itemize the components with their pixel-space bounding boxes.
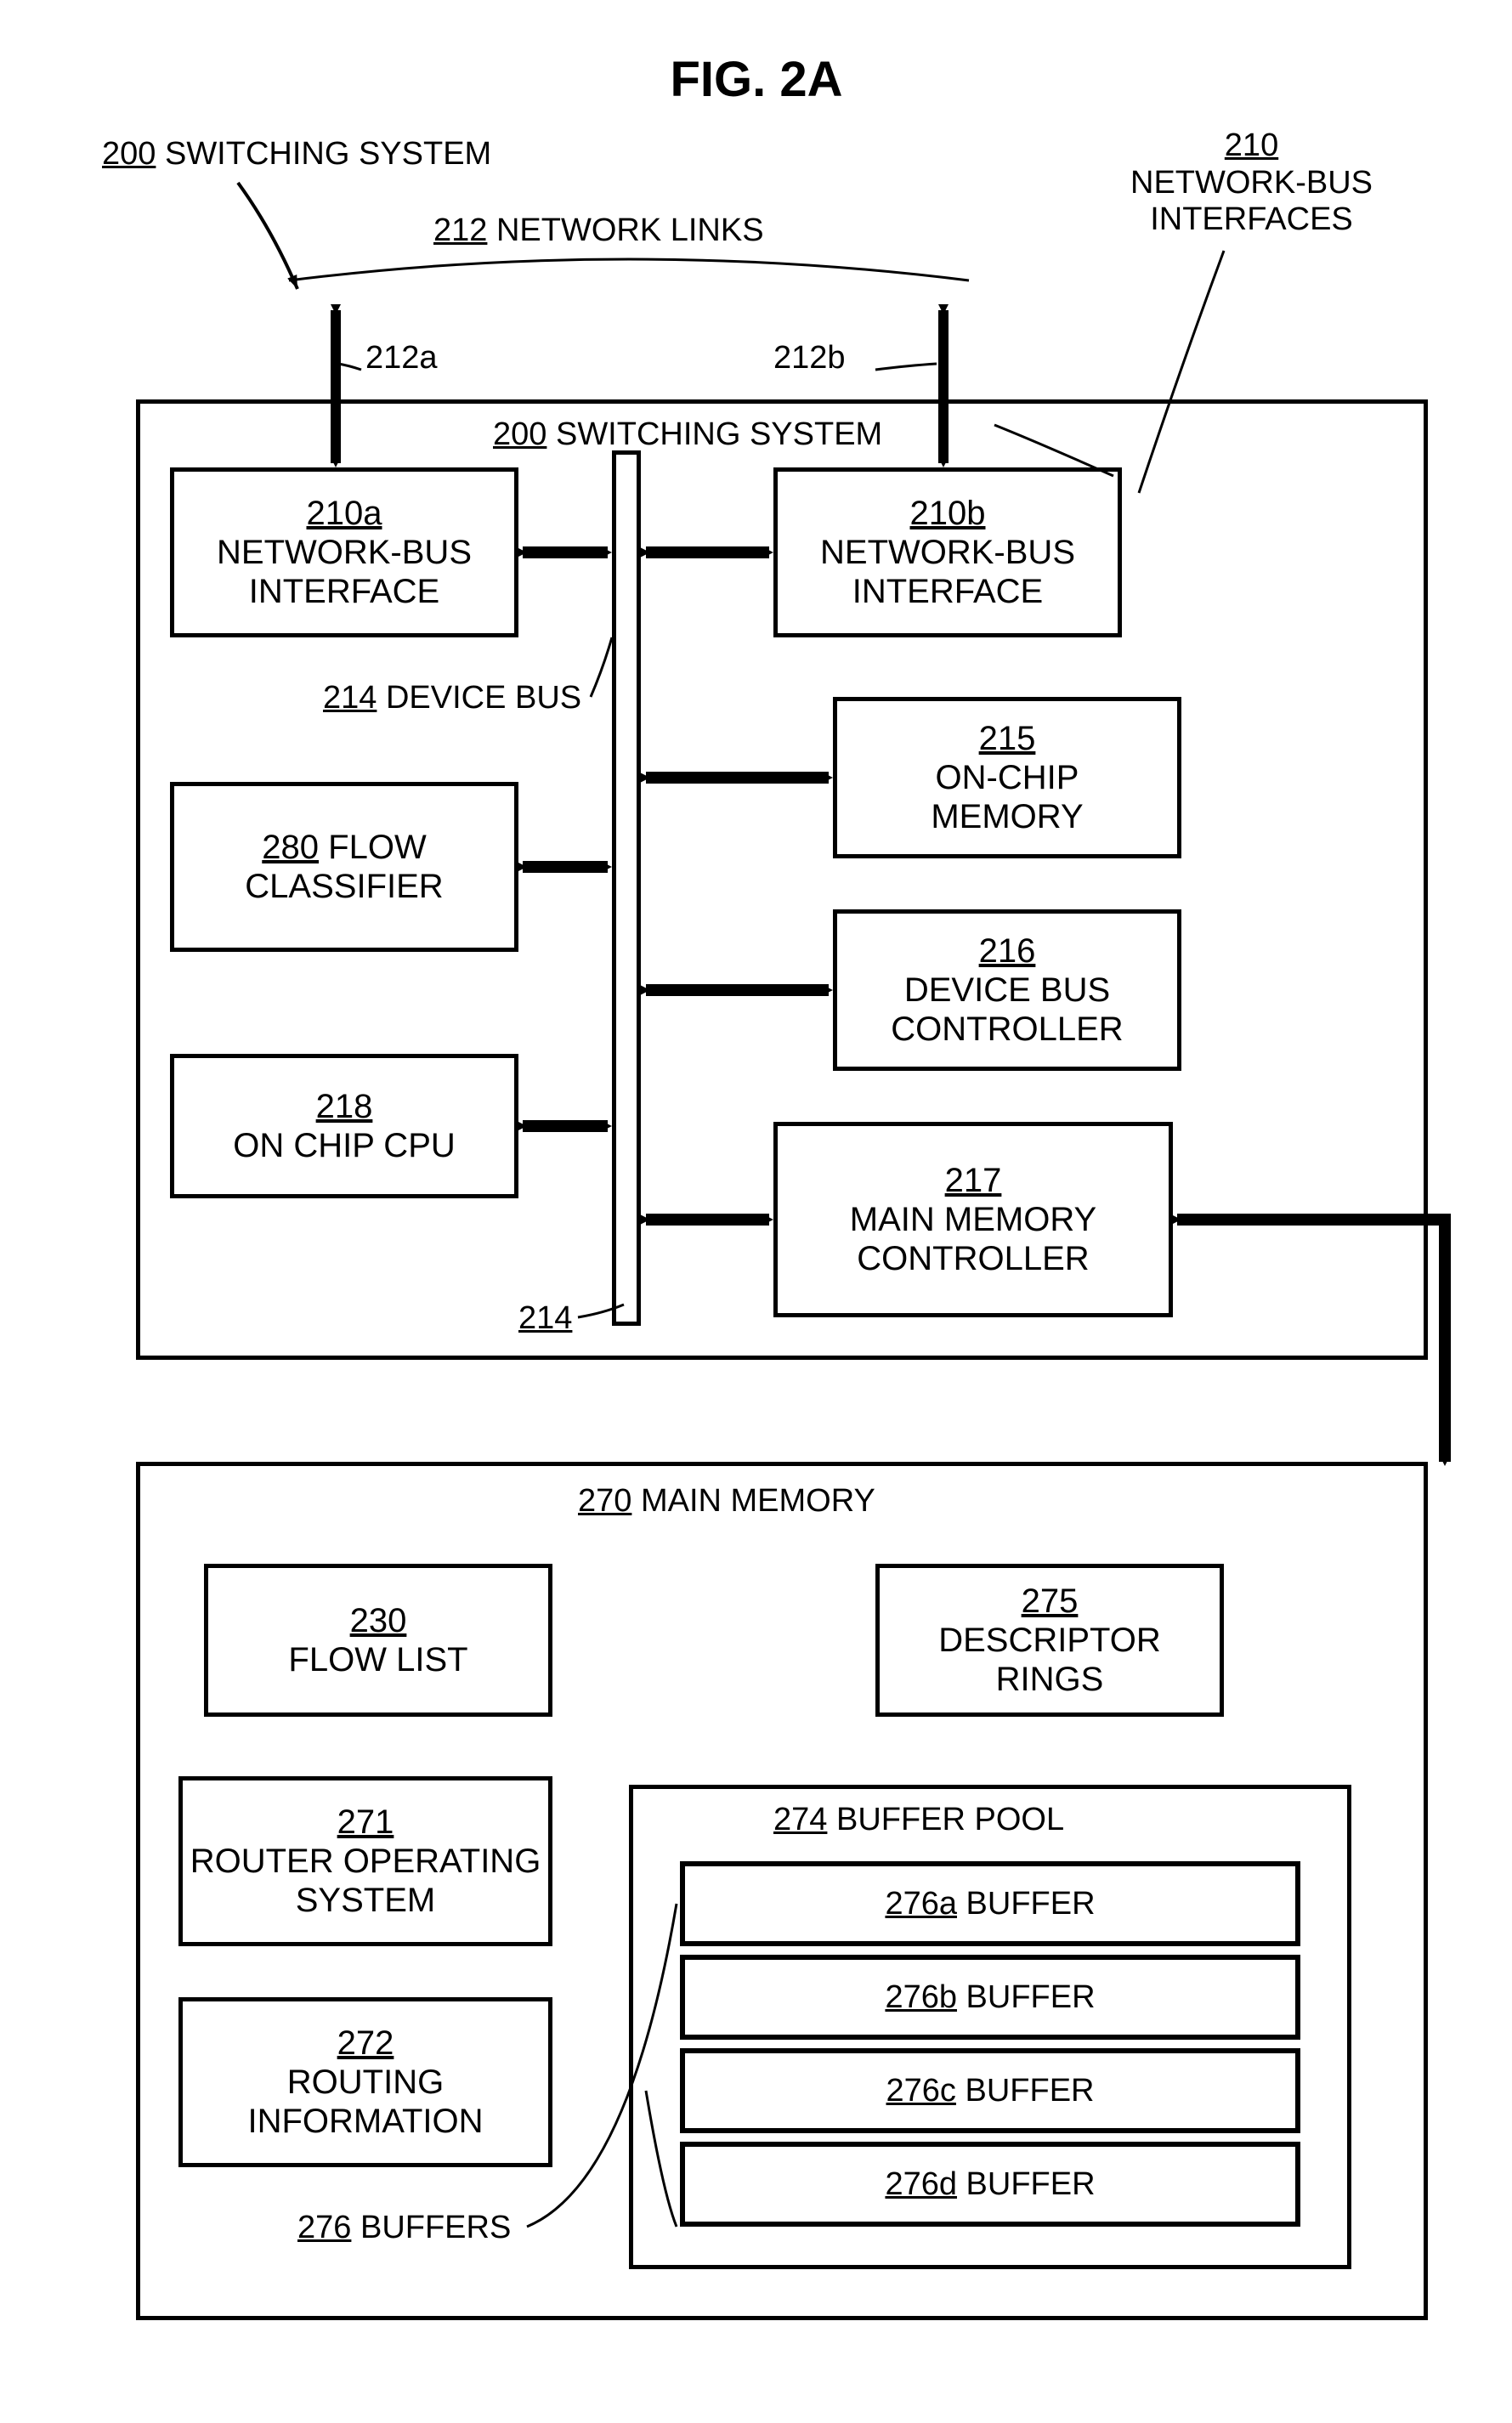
label-214-ref: 214 bbox=[518, 1300, 572, 1337]
box-line: RINGS bbox=[996, 1660, 1104, 1699]
label-212a: 212a bbox=[365, 340, 438, 376]
ref-num: 210 bbox=[1225, 127, 1278, 163]
box-line: MEMORY bbox=[931, 797, 1083, 836]
ref-num: 215 bbox=[979, 720, 1036, 757]
ref-text: BUFFER bbox=[966, 1979, 1096, 2016]
box-line: INTERFACE bbox=[249, 572, 439, 611]
ref-num: 200 bbox=[102, 136, 156, 172]
ref-num: 270 bbox=[578, 1483, 631, 1519]
ref-num: 274 bbox=[773, 1802, 827, 1837]
box-network-bus-interface-b: 210b NETWORK-BUS INTERFACE bbox=[773, 467, 1122, 637]
box-main-memory-controller: 217 MAIN MEMORY CONTROLLER bbox=[773, 1122, 1173, 1317]
ref-num: 218 bbox=[316, 1088, 373, 1125]
box-flow-classifier: 280 FLOW CLASSIFIER bbox=[170, 782, 518, 952]
box-router-os: 271 ROUTER OPERATING SYSTEM bbox=[178, 1776, 552, 1946]
label-main-memory: 270 MAIN MEMORY bbox=[578, 1483, 875, 1520]
label-network-bus-interfaces: 210 NETWORK-BUS INTERFACES bbox=[1130, 127, 1373, 239]
label-buffers: 276 BUFFERS bbox=[297, 2210, 511, 2246]
ref-num: 212 bbox=[433, 212, 487, 248]
box-line: ON CHIP CPU bbox=[233, 1126, 456, 1165]
box-device-bus-controller: 216 DEVICE BUS CONTROLLER bbox=[833, 909, 1181, 1071]
ref-num: 276d bbox=[885, 2166, 957, 2203]
diagram-canvas: FIG. 2A 200 SWITCHING SYSTEM 212 NETWORK… bbox=[34, 34, 1479, 2380]
box-network-bus-interface-a: 210a NETWORK-BUS INTERFACE bbox=[170, 467, 518, 637]
box-line: CLASSIFIER bbox=[245, 867, 443, 906]
ref-num: 275 bbox=[1022, 1582, 1079, 1620]
box-line: CONTROLLER bbox=[891, 1010, 1123, 1049]
ref-num: 200 bbox=[493, 416, 546, 452]
box-line: NETWORK-BUS bbox=[820, 533, 1075, 572]
ref-text: BUFFER bbox=[965, 2073, 1094, 2109]
box-line: DEVICE BUS bbox=[904, 971, 1110, 1010]
ref-num: 276c bbox=[886, 2073, 956, 2109]
ref-num: 214 bbox=[518, 1300, 572, 1336]
ref-text: NETWORK LINKS bbox=[496, 212, 764, 248]
ref-text: BUFFERS bbox=[360, 2210, 511, 2245]
ref-num: 214 bbox=[323, 680, 377, 716]
box-buffer-d: 276d BUFFER bbox=[680, 2142, 1300, 2227]
ref-num: 276a bbox=[885, 1886, 957, 1922]
box-line: INFORMATION bbox=[247, 2102, 483, 2141]
device-bus-bar bbox=[612, 450, 641, 1326]
ref-num: 276 bbox=[297, 2210, 351, 2245]
ref-text: BUFFER bbox=[966, 2166, 1096, 2203]
box-line: MAIN MEMORY bbox=[850, 1200, 1096, 1239]
box-line: ROUTING bbox=[287, 2063, 444, 2102]
ref-text: MAIN MEMORY bbox=[641, 1483, 875, 1519]
ref-num: 276b bbox=[885, 1979, 957, 2016]
box-routing-info: 272 ROUTING INFORMATION bbox=[178, 1997, 552, 2167]
box-on-chip-memory: 215 ON-CHIP MEMORY bbox=[833, 697, 1181, 858]
box-line: ON-CHIP bbox=[936, 758, 1079, 797]
box-line: DESCRIPTOR bbox=[938, 1621, 1161, 1660]
box-descriptor-rings: 275 DESCRIPTOR RINGS bbox=[875, 1564, 1224, 1717]
ref-num: 280 bbox=[262, 829, 319, 866]
ref-num: 210b bbox=[910, 495, 986, 532]
box-line: SYSTEM bbox=[296, 1881, 435, 1920]
box-line: INTERFACE bbox=[852, 572, 1043, 611]
ref-num: 216 bbox=[979, 932, 1036, 970]
label-switching-system-inner: 200 SWITCHING SYSTEM bbox=[493, 416, 882, 453]
box-line: FLOW LIST bbox=[288, 1640, 467, 1679]
box-buffer-c: 276c BUFFER bbox=[680, 2048, 1300, 2133]
label-device-bus: 214 DEVICE BUS bbox=[323, 680, 581, 716]
box-line: CONTROLLER bbox=[857, 1239, 1089, 1278]
box-line: NETWORK-BUS bbox=[217, 533, 472, 572]
box-line: ROUTER OPERATING bbox=[190, 1842, 541, 1881]
ref-num: 272 bbox=[337, 2024, 394, 2062]
box-flow-list: 230 FLOW LIST bbox=[204, 1564, 552, 1717]
box-buffer-b: 276b BUFFER bbox=[680, 1955, 1300, 2040]
label-buffer-pool: 274 BUFFER POOL bbox=[773, 1802, 1064, 1838]
box-on-chip-cpu: 218 ON CHIP CPU bbox=[170, 1054, 518, 1198]
ref-num: 210a bbox=[307, 495, 382, 532]
ref-num: 217 bbox=[945, 1162, 1002, 1199]
box-buffer-a: 276a BUFFER bbox=[680, 1861, 1300, 1946]
figure-title: FIG. 2A bbox=[34, 51, 1479, 108]
box-line: FLOW bbox=[328, 829, 427, 866]
ref-num: 230 bbox=[350, 1602, 407, 1639]
ref-text: DEVICE BUS bbox=[386, 680, 581, 716]
label-212b: 212b bbox=[773, 340, 846, 376]
ref-text-1: NETWORK-BUS bbox=[1130, 165, 1373, 202]
label-network-links: 212 NETWORK LINKS bbox=[433, 212, 764, 249]
ref-text: BUFFER bbox=[966, 1886, 1096, 1922]
ref-num: 271 bbox=[337, 1803, 394, 1841]
ref-text: SWITCHING SYSTEM bbox=[556, 416, 882, 452]
ref-text: BUFFER POOL bbox=[836, 1802, 1064, 1837]
ref-text: SWITCHING SYSTEM bbox=[165, 136, 491, 172]
label-switching-system-outer: 200 SWITCHING SYSTEM bbox=[102, 136, 491, 173]
ref-text-2: INTERFACES bbox=[1130, 201, 1373, 239]
